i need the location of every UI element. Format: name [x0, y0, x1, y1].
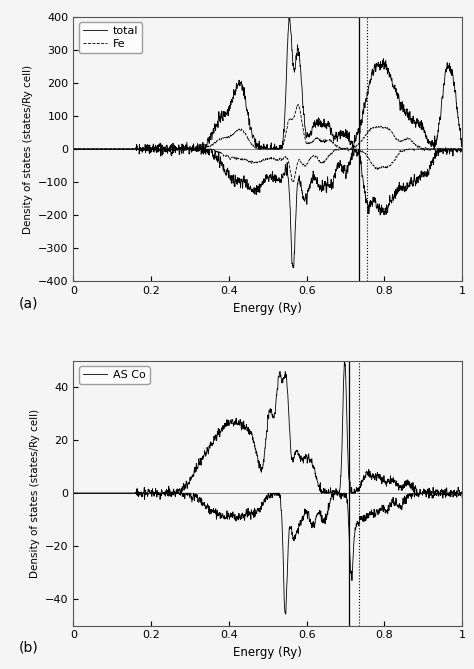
AS Co: [71, 489, 76, 497]
Legend: total, Fe: total, Fe: [79, 22, 142, 53]
total: [459, 136, 465, 144]
AS Co: [234, 419, 239, 427]
Fe: [255, 145, 261, 153]
total: [237, 82, 243, 90]
AS Co: [428, 488, 434, 496]
total: [255, 140, 261, 149]
Line: total: total: [73, 17, 462, 149]
X-axis label: Energy (Ry): Energy (Ry): [233, 302, 302, 315]
total: [447, 64, 453, 72]
Fe: [71, 145, 76, 153]
Fe: [237, 126, 243, 134]
Fe: [295, 100, 301, 108]
AS Co: [237, 419, 243, 427]
total: [287, 13, 292, 21]
total: [353, 137, 359, 145]
X-axis label: Energy (Ry): Energy (Ry): [233, 646, 302, 659]
Y-axis label: Density of states (states/Ry cell): Density of states (states/Ry cell): [23, 64, 33, 233]
total: [71, 145, 76, 153]
Text: (a): (a): [19, 297, 38, 311]
Fe: [234, 127, 239, 135]
total: [234, 83, 239, 91]
total: [428, 140, 434, 149]
AS Co: [459, 489, 465, 497]
Fe: [459, 145, 465, 153]
AS Co: [447, 489, 453, 497]
Line: AS Co: AS Co: [73, 359, 462, 493]
Line: Fe: Fe: [73, 104, 462, 149]
Y-axis label: Density of states (states/Ry cell): Density of states (states/Ry cell): [29, 409, 39, 578]
Fe: [428, 145, 434, 153]
Legend: AS Co: AS Co: [79, 367, 150, 384]
AS Co: [342, 355, 347, 363]
AS Co: [255, 458, 261, 466]
AS Co: [353, 488, 359, 496]
Fe: [353, 142, 359, 150]
Text: (b): (b): [19, 641, 39, 655]
Fe: [447, 145, 453, 153]
